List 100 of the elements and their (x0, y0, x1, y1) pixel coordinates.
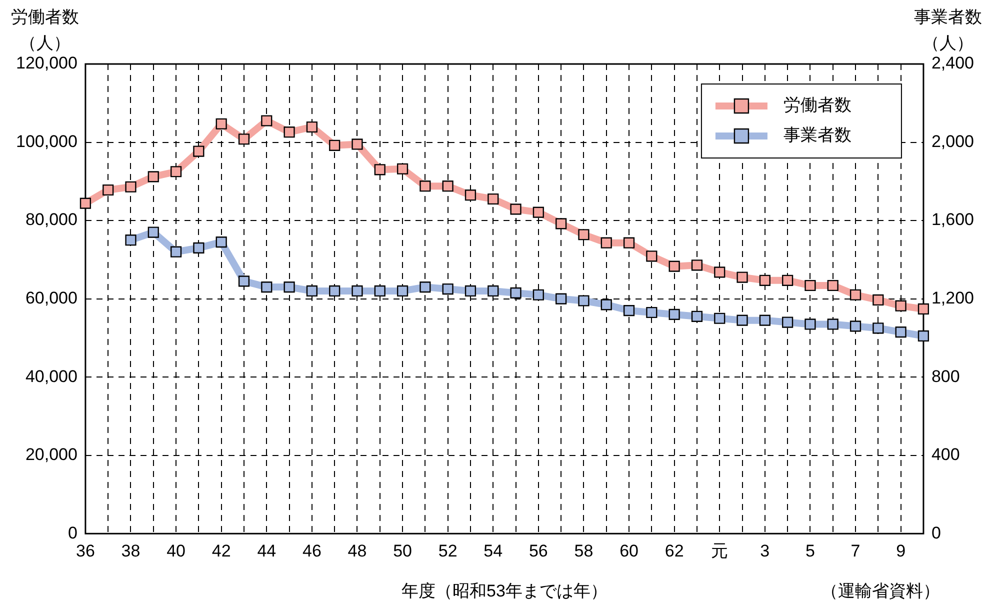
x-tick-label: 62 (664, 541, 684, 560)
x-tick-label: 元 (711, 541, 728, 560)
point (691, 310, 703, 322)
point (442, 283, 454, 295)
point (895, 300, 906, 312)
point (600, 237, 612, 248)
point (464, 190, 476, 201)
point (850, 289, 862, 300)
y-tick-label: 100,000 (16, 132, 78, 151)
point (691, 260, 703, 271)
point (736, 272, 748, 283)
point (532, 289, 544, 300)
x-tick-label: 46 (302, 541, 322, 560)
point (148, 171, 159, 182)
point (284, 126, 295, 138)
point (352, 138, 363, 150)
y-tick-label: 60,000 (25, 288, 78, 308)
point (804, 318, 816, 330)
x-tick-label: 58 (574, 541, 594, 560)
x-tick-label: 42 (212, 541, 231, 560)
point (872, 322, 884, 334)
point (646, 306, 658, 318)
point (714, 266, 726, 278)
x-tick-label: 40 (166, 541, 186, 560)
point (759, 274, 770, 286)
x-tick-label: 48 (348, 541, 367, 560)
x-axis-title: 年度（昭和53年までは年） (401, 582, 608, 601)
point (510, 204, 522, 215)
point (623, 304, 635, 316)
point (193, 242, 204, 254)
y-tick-label: 40,000 (25, 366, 78, 386)
point (510, 287, 522, 298)
point (556, 293, 567, 304)
y2-tick-label: 2,400 (931, 54, 974, 73)
point (352, 285, 363, 297)
point (170, 166, 182, 178)
y2-tick-label: 0 (931, 523, 941, 542)
x-tick-label: 7 (850, 541, 860, 560)
point (261, 115, 272, 126)
point (170, 246, 182, 258)
point (804, 280, 816, 292)
point (646, 250, 658, 262)
point (827, 280, 838, 292)
x-tick-label: 50 (393, 541, 412, 560)
point (556, 218, 567, 230)
point (193, 146, 204, 157)
point (329, 285, 340, 297)
point (238, 134, 250, 145)
x-tick-label: 3 (760, 541, 770, 560)
y-tick-label: 0 (68, 523, 78, 542)
point (782, 274, 794, 286)
y-tick-label: 80,000 (25, 210, 78, 230)
point (918, 330, 930, 342)
point (578, 295, 590, 306)
point (284, 282, 295, 293)
x-tick-label: 36 (76, 541, 95, 560)
point (488, 193, 499, 205)
point (714, 312, 726, 324)
x-tick-label: 56 (528, 541, 548, 560)
y-tick-label: 20,000 (25, 445, 78, 464)
x-tick-label: 5 (805, 541, 815, 560)
point (102, 184, 114, 196)
point (420, 282, 431, 293)
point (759, 314, 770, 326)
y2-tick-label: 2,000 (931, 132, 974, 151)
point (623, 237, 635, 248)
point (396, 285, 408, 297)
point (918, 303, 930, 315)
legend-label: 事業者数 (783, 126, 852, 145)
x-tick-label: 44 (257, 541, 276, 560)
point (782, 316, 794, 328)
point (578, 229, 590, 240)
point (148, 226, 159, 238)
y2-tick-label: 400 (931, 445, 960, 464)
point (872, 294, 884, 306)
x-tick-label: 38 (121, 541, 140, 560)
point (442, 180, 454, 192)
y2-tick-label: 1,600 (931, 210, 974, 230)
y-axis-title: 労働者数（人） (11, 8, 79, 53)
point (80, 198, 91, 209)
point (668, 260, 680, 272)
point (668, 308, 680, 320)
x-tick-label: 9 (896, 541, 906, 560)
point (396, 163, 408, 174)
text: （運輸省資料） (821, 582, 940, 601)
y2-tick-label: 800 (931, 366, 960, 386)
point (306, 121, 318, 133)
point (216, 118, 227, 130)
point (125, 234, 136, 246)
point (306, 285, 318, 297)
point (827, 318, 838, 330)
point (420, 180, 431, 192)
point (261, 282, 272, 293)
x-tick-label: 54 (484, 541, 503, 560)
point (600, 299, 612, 310)
point (464, 285, 476, 297)
point (895, 326, 906, 338)
point (329, 140, 340, 151)
point (216, 236, 227, 248)
y2-tick-label: 1,200 (931, 288, 974, 308)
